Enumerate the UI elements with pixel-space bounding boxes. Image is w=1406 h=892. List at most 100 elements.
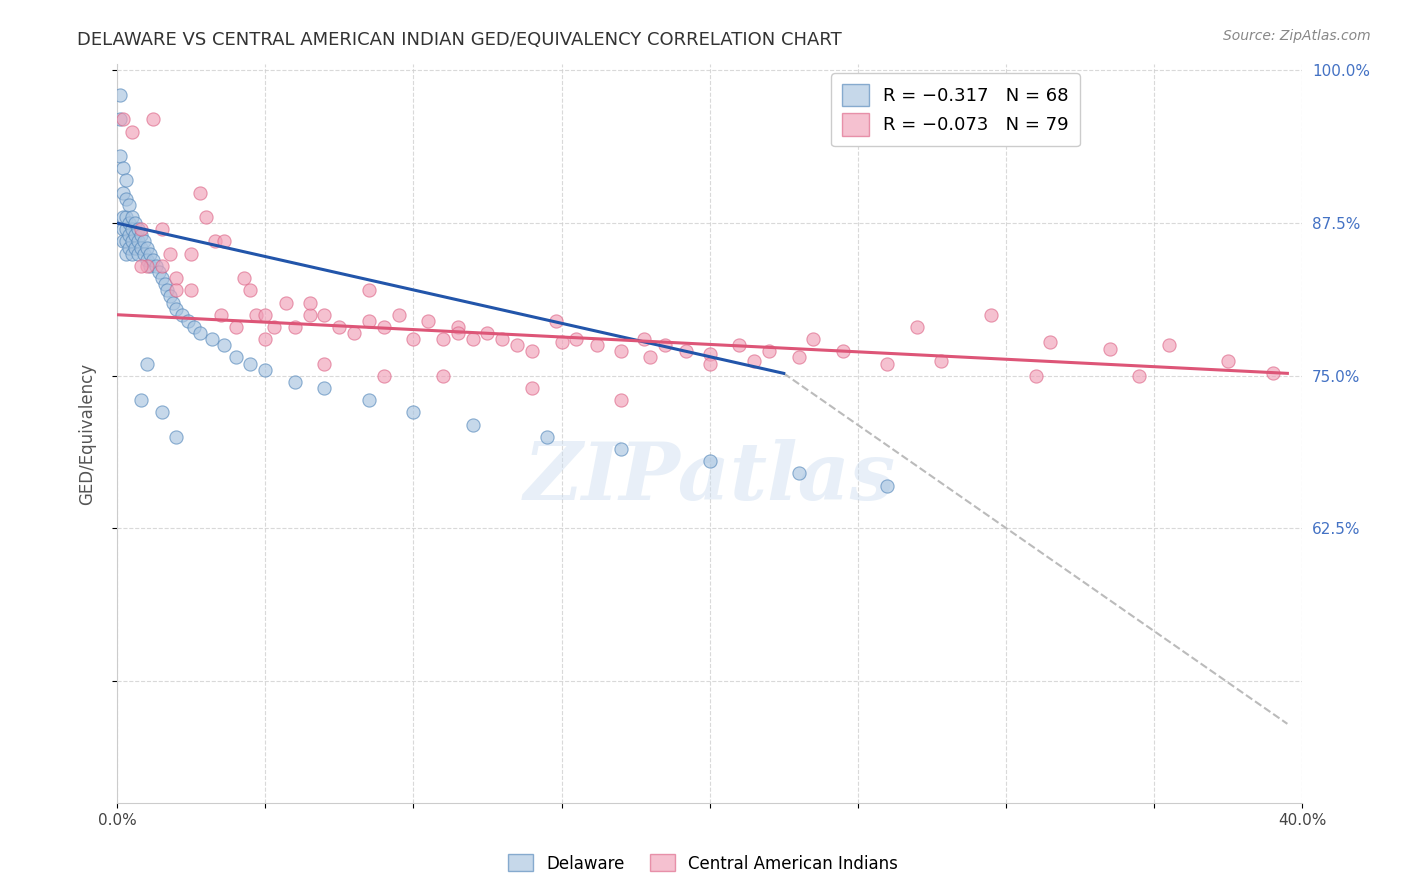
Point <box>357 393 380 408</box>
Point <box>520 381 543 395</box>
Point <box>1216 354 1239 368</box>
Point <box>675 344 697 359</box>
Point <box>165 301 187 316</box>
Point <box>129 222 152 236</box>
Point <box>402 405 425 419</box>
Point <box>432 332 454 346</box>
Point <box>150 222 173 236</box>
Point <box>233 271 256 285</box>
Point <box>787 467 810 481</box>
Point <box>343 326 366 340</box>
Legend: Delaware, Central American Indians: Delaware, Central American Indians <box>502 847 904 880</box>
Point <box>461 332 484 346</box>
Point <box>284 375 307 389</box>
Point <box>447 320 470 334</box>
Point <box>129 241 152 255</box>
Point <box>550 334 572 349</box>
Point <box>108 149 131 163</box>
Point <box>1128 368 1150 383</box>
Point <box>387 308 409 322</box>
Point <box>245 308 267 322</box>
Point <box>610 344 633 359</box>
Point <box>159 246 181 260</box>
Point <box>239 283 262 297</box>
Point <box>536 430 558 444</box>
Point <box>544 314 567 328</box>
Point <box>640 351 662 365</box>
Point <box>112 161 135 176</box>
Text: DELAWARE VS CENTRAL AMERICAN INDIAN GED/EQUIVALENCY CORRELATION CHART: DELAWARE VS CENTRAL AMERICAN INDIAN GED/… <box>77 31 842 49</box>
Point <box>225 320 247 334</box>
Point <box>876 357 898 371</box>
Point <box>980 308 1002 322</box>
Point <box>121 124 143 138</box>
Point <box>115 235 138 249</box>
Point <box>132 246 155 260</box>
Point <box>1098 342 1121 356</box>
Point <box>263 320 285 334</box>
Point <box>132 235 155 249</box>
Point <box>239 357 262 371</box>
Point <box>112 186 135 200</box>
Point <box>1157 338 1180 352</box>
Point <box>1261 367 1284 381</box>
Point <box>432 368 454 383</box>
Point <box>284 320 307 334</box>
Point <box>180 246 202 260</box>
Text: Source: ZipAtlas.com: Source: ZipAtlas.com <box>1223 29 1371 43</box>
Point <box>418 314 440 328</box>
Point <box>165 271 187 285</box>
Point <box>127 246 149 260</box>
Point <box>121 235 143 249</box>
Point <box>699 454 721 468</box>
Point <box>112 112 135 127</box>
Point <box>127 222 149 236</box>
Point <box>1025 368 1047 383</box>
Point <box>108 87 131 102</box>
Point <box>118 198 141 212</box>
Point <box>254 332 277 346</box>
Point <box>742 354 765 368</box>
Point <box>314 357 336 371</box>
Point <box>112 210 135 224</box>
Point <box>1039 334 1062 349</box>
Point <box>188 326 211 340</box>
Point <box>195 210 218 224</box>
Point <box>314 381 336 395</box>
Point <box>177 314 200 328</box>
Point <box>112 235 135 249</box>
Point <box>165 283 187 297</box>
Point <box>491 332 513 346</box>
Text: ZIPatlas: ZIPatlas <box>523 440 896 516</box>
Point <box>118 216 141 230</box>
Point <box>477 326 499 340</box>
Point <box>115 173 138 187</box>
Point <box>447 326 470 340</box>
Point <box>728 338 751 352</box>
Point <box>153 277 176 292</box>
Point <box>565 332 588 346</box>
Point <box>115 192 138 206</box>
Point <box>373 320 395 334</box>
Point <box>209 308 232 322</box>
Point <box>876 479 898 493</box>
Point <box>148 265 170 279</box>
Point <box>129 228 152 243</box>
Point <box>165 430 187 444</box>
Point <box>328 320 350 334</box>
Point <box>201 332 224 346</box>
Point <box>801 332 824 346</box>
Point <box>832 344 855 359</box>
Point <box>254 362 277 376</box>
Y-axis label: GED/Equivalency: GED/Equivalency <box>79 363 96 505</box>
Point <box>135 241 157 255</box>
Point <box>699 347 721 361</box>
Point <box>129 259 152 273</box>
Point <box>142 112 165 127</box>
Point <box>150 271 173 285</box>
Point <box>135 252 157 267</box>
Point <box>150 405 173 419</box>
Point <box>124 228 146 243</box>
Point <box>156 283 179 297</box>
Point <box>212 235 235 249</box>
